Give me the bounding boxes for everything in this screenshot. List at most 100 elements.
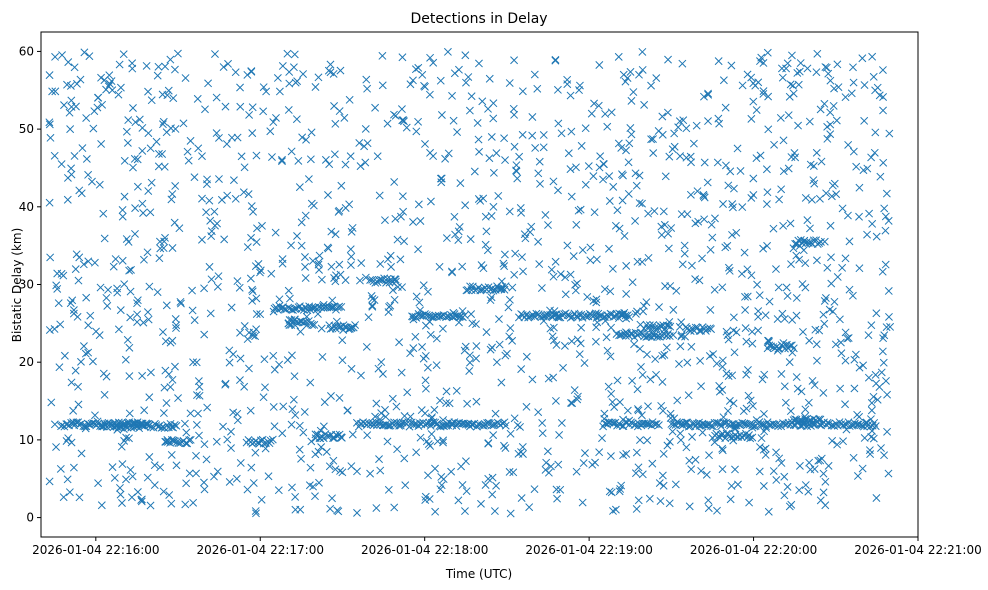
- detection-point: [643, 419, 652, 428]
- detection-point: [285, 79, 294, 88]
- detection-point: [402, 123, 411, 132]
- detection-point: [584, 162, 593, 171]
- detection-point: [528, 131, 537, 140]
- detection-point: [97, 140, 106, 148]
- detection-point: [195, 382, 204, 391]
- detection-point: [327, 227, 336, 236]
- detection-point: [453, 128, 462, 137]
- detection-point: [192, 358, 201, 367]
- detection-point: [638, 65, 647, 74]
- detection-point: [461, 507, 469, 516]
- detection-point: [552, 340, 561, 349]
- detection-point: [812, 68, 821, 77]
- detection-point: [850, 384, 859, 393]
- detection-point: [729, 399, 738, 408]
- detection-point: [221, 380, 230, 389]
- detection-point: [799, 246, 808, 255]
- detection-point: [635, 70, 643, 79]
- detection-point: [820, 296, 829, 305]
- detection-point: [489, 168, 498, 177]
- detection-point: [236, 459, 245, 467]
- detection-point: [376, 466, 385, 475]
- detection-point: [560, 341, 569, 350]
- detection-point: [817, 454, 826, 463]
- detection-point: [383, 274, 392, 283]
- detection-point: [622, 289, 631, 298]
- detection-point: [881, 260, 890, 269]
- detection-point: [769, 467, 778, 475]
- detection-point: [483, 246, 492, 255]
- detection-point: [801, 259, 810, 268]
- detection-point: [880, 451, 889, 460]
- detection-point: [375, 455, 383, 464]
- detection-point: [581, 180, 590, 189]
- detection-point: [748, 401, 757, 410]
- detection-point: [488, 473, 497, 482]
- detection-point: [126, 313, 135, 322]
- detection-point: [247, 67, 256, 76]
- detection-point: [880, 204, 889, 213]
- detection-point: [522, 352, 531, 361]
- detection-point: [437, 174, 446, 183]
- detection-point: [664, 55, 672, 64]
- detection-point: [130, 154, 139, 163]
- detection-point: [302, 135, 311, 144]
- detection-point: [307, 128, 316, 137]
- detection-point: [518, 253, 526, 262]
- detection-point: [72, 102, 80, 111]
- detection-point: [329, 456, 338, 465]
- detection-point: [819, 310, 828, 319]
- detection-point: [203, 175, 212, 184]
- detection-point: [763, 48, 772, 57]
- detection-point: [667, 224, 676, 232]
- detection-point: [78, 144, 87, 153]
- detection-point: [388, 394, 397, 403]
- detection-point: [194, 409, 202, 418]
- detection-point: [356, 162, 365, 171]
- detection-point: [271, 228, 280, 237]
- detection-point: [622, 449, 631, 458]
- detection-point: [427, 430, 436, 439]
- detection-point: [868, 52, 877, 61]
- detection-point: [516, 203, 525, 212]
- detection-point: [481, 240, 490, 249]
- detection-point: [100, 234, 109, 243]
- detection-point: [621, 77, 630, 86]
- detection-point: [251, 448, 260, 457]
- detection-point: [307, 303, 316, 312]
- detection-point: [877, 368, 886, 377]
- detection-point: [534, 237, 543, 246]
- detection-point: [351, 321, 360, 330]
- detection-point: [445, 399, 454, 408]
- detection-point: [51, 52, 60, 61]
- detection-point: [871, 128, 880, 137]
- detection-point: [186, 409, 195, 418]
- detection-point: [652, 74, 661, 83]
- detection-point: [416, 217, 425, 225]
- detection-point: [212, 93, 221, 102]
- detection-point: [189, 498, 198, 507]
- detection-point: [659, 481, 668, 490]
- detection-point: [697, 466, 706, 475]
- detection-point: [118, 205, 127, 214]
- detection-point: [343, 406, 352, 415]
- detection-point: [678, 260, 687, 269]
- detection-point: [581, 449, 589, 458]
- detection-point: [573, 395, 582, 404]
- detection-point: [703, 178, 712, 187]
- detection-point: [443, 47, 452, 56]
- detection-point: [125, 266, 134, 275]
- detection-point: [852, 162, 861, 171]
- detection-point: [742, 404, 751, 413]
- detection-point: [789, 244, 798, 253]
- detection-point: [478, 421, 487, 430]
- detection-point: [128, 472, 137, 481]
- detection-point: [127, 493, 136, 502]
- detection-point: [615, 398, 624, 407]
- detection-point: [346, 152, 355, 161]
- detection-point: [820, 319, 829, 328]
- detection-point: [381, 216, 389, 225]
- detection-point: [628, 376, 637, 385]
- detection-point: [643, 350, 651, 359]
